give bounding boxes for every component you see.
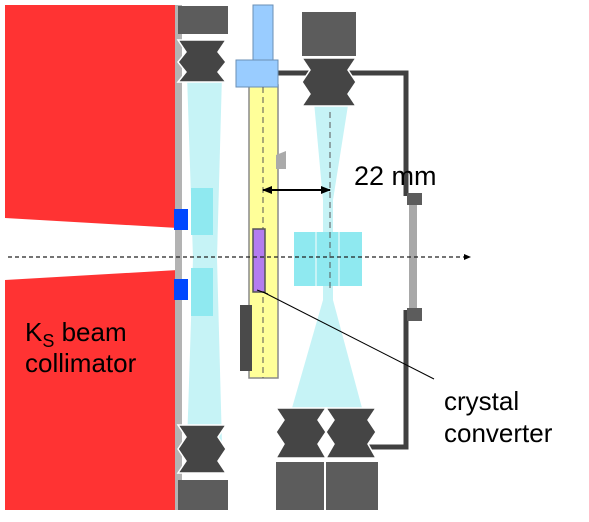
window-flange-lower — [407, 308, 422, 321]
holder-top-cap — [235, 59, 279, 88]
distance-dimension — [262, 112, 331, 290]
beam-envelope-1 — [187, 75, 222, 445]
crystal-label-line1: crystal — [444, 386, 519, 416]
beam-envelope-2 — [292, 80, 362, 408]
collimator-blue-block-lower — [174, 279, 188, 300]
collimator-upper — [5, 5, 178, 228]
distance-label: 22 mm — [354, 161, 437, 191]
collimator-label-line2: collimator — [25, 348, 137, 378]
holder-top-stem — [252, 4, 274, 62]
window-flange-upper — [407, 193, 422, 205]
magnet-bottom-left — [176, 424, 228, 510]
crystal-leader-tick — [256, 289, 269, 295]
collimator-label-line1: KS beam — [25, 317, 127, 351]
collimator-lower — [5, 270, 178, 510]
collimator-blue-block-upper — [174, 209, 188, 230]
target-tab — [276, 151, 286, 169]
crystal-leader-line — [262, 291, 435, 380]
magnet-top-left — [176, 6, 228, 83]
crystal-label-line2: converter — [444, 418, 553, 448]
crystal-converter — [252, 228, 266, 293]
magnet-top-right — [300, 12, 358, 107]
magnet-bottom-right — [274, 407, 378, 510]
beam-collimator — [5, 5, 188, 510]
crystal-holder — [235, 4, 286, 379]
exit-window — [409, 196, 417, 314]
holder-counterweight — [240, 305, 252, 371]
